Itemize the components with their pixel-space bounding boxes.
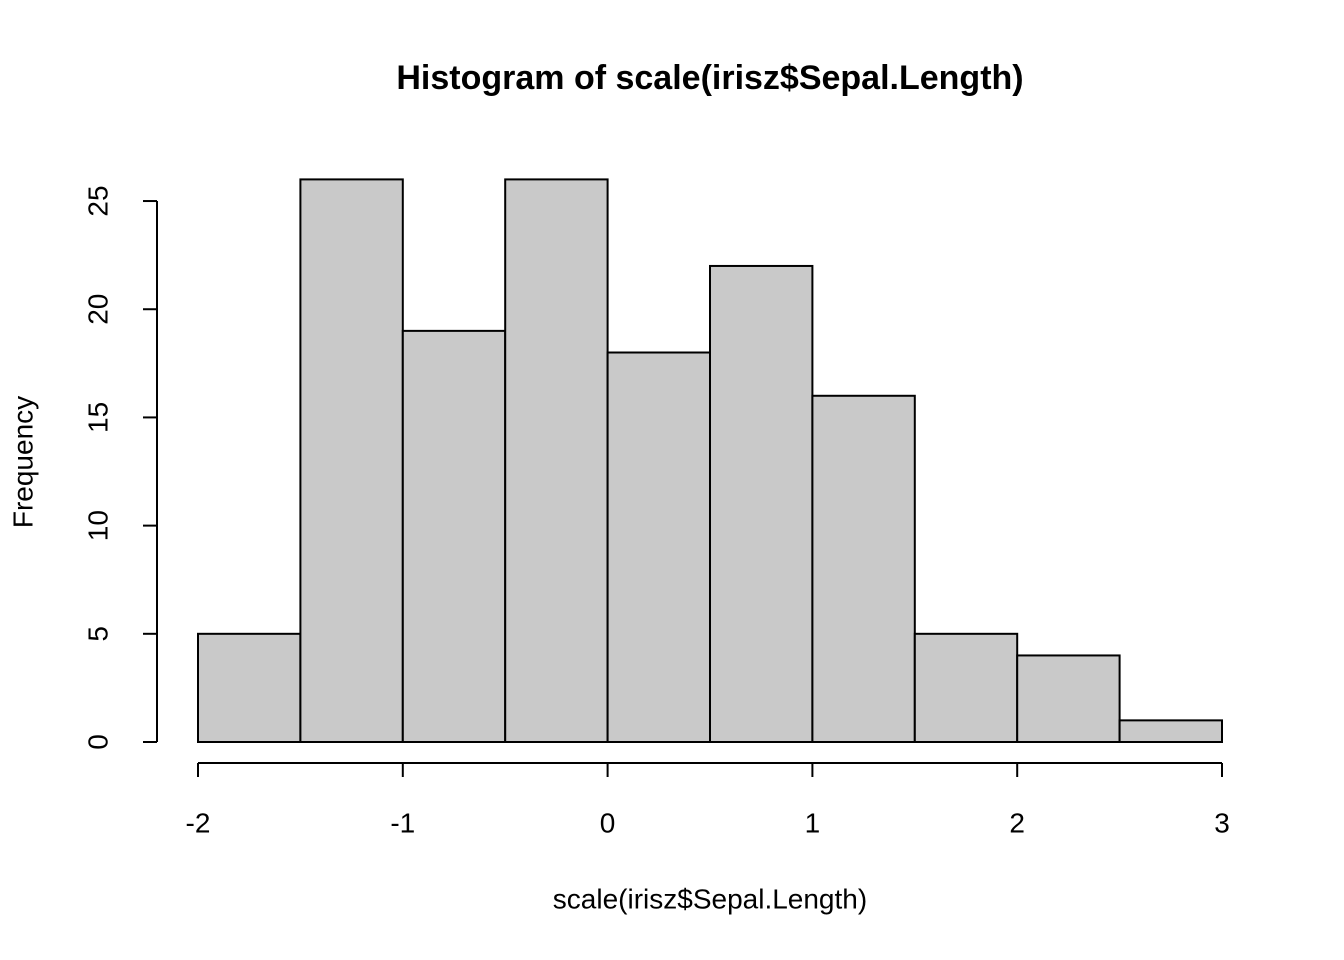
chart-title: Histogram of scale(irisz$Sepal.Length) xyxy=(396,59,1023,97)
x-axis-label: scale(irisz$Sepal.Length) xyxy=(553,883,867,914)
bar xyxy=(1016,654,1121,744)
y-tick-label: 25 xyxy=(82,185,113,216)
bar xyxy=(504,178,609,743)
bar xyxy=(709,264,814,743)
x-tick-label: 3 xyxy=(1214,807,1230,838)
x-tick-label: -2 xyxy=(186,807,211,838)
y-axis-label: Frequency xyxy=(7,396,38,528)
x-tick-label: 0 xyxy=(600,807,616,838)
bar xyxy=(811,394,916,743)
bar xyxy=(913,632,1019,743)
bar xyxy=(1118,719,1223,743)
x-tick-label: 2 xyxy=(1009,807,1025,838)
y-tick-label: 5 xyxy=(82,626,113,642)
bar xyxy=(299,178,404,743)
bar xyxy=(197,632,302,743)
bar xyxy=(401,329,507,743)
x-tick-label: -1 xyxy=(390,807,415,838)
bar xyxy=(606,351,711,743)
y-tick-label: 0 xyxy=(82,734,113,750)
y-tick-label: 10 xyxy=(82,510,113,541)
x-tick-label: 1 xyxy=(805,807,821,838)
y-tick-label: 15 xyxy=(82,402,113,433)
y-tick-label: 20 xyxy=(82,294,113,325)
